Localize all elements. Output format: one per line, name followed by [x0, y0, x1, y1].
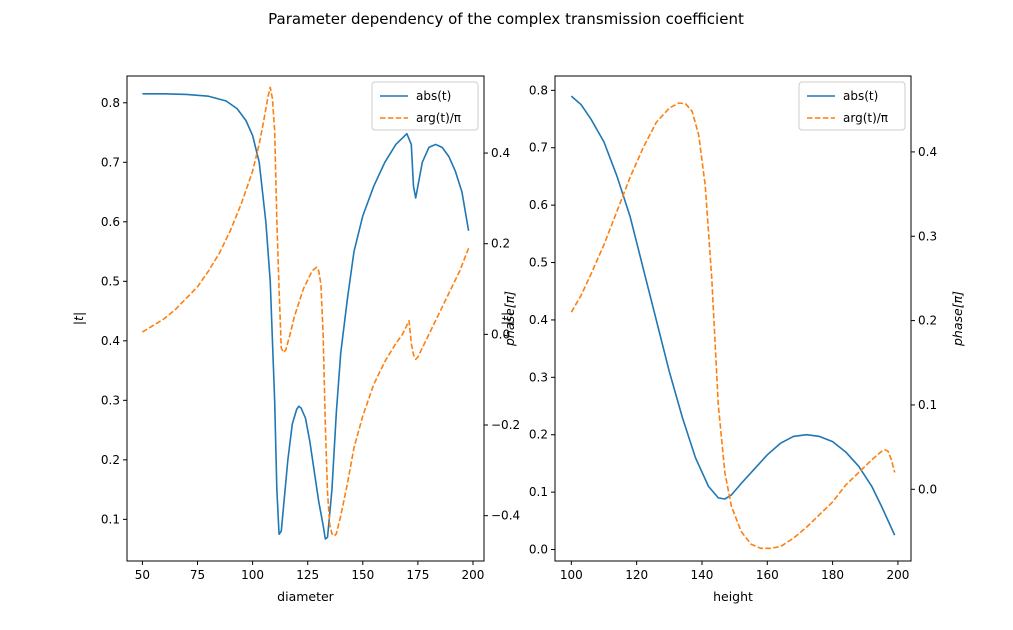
x-tick-label: 160 [756, 568, 779, 582]
x-tick-label: 140 [691, 568, 714, 582]
y-left-tick-label: 0.8 [101, 96, 120, 110]
y-left-tick-label: 0.8 [529, 83, 548, 97]
y-right-axis-label: phase[π] [950, 291, 965, 347]
y-right-tick-label: 0.0 [918, 482, 937, 496]
x-tick-label: 125 [296, 568, 319, 582]
y-right-tick-label: −0.2 [491, 418, 520, 432]
y-left-tick-label: 0.4 [101, 334, 120, 348]
y-right-tick-label: 0.1 [918, 398, 937, 412]
x-tick-label: 200 [886, 568, 909, 582]
y-left-tick-label: 0.4 [529, 313, 548, 327]
y-right-tick-label: 0.0 [491, 327, 510, 341]
y-left-tick-label: 0.6 [101, 215, 120, 229]
y-right-axis-label: phase[π] [502, 291, 517, 347]
y-left-axis-label: |t| [499, 312, 514, 325]
y-right-tick-label: 0.3 [918, 229, 937, 243]
y-right-tick-label: −0.4 [491, 509, 520, 523]
y-left-tick-label: 0.2 [101, 453, 120, 467]
x-tick-label: 175 [406, 568, 429, 582]
series-line-abs [142, 93, 470, 540]
y-right-tick-label: 0.2 [491, 237, 510, 251]
y-left-tick-label: 0.3 [529, 370, 548, 384]
panel-height: 100 120 140 160 180 200 0.0 0.1 0.2 0.3 0.4 0.5 0.6 0… [499, 75, 965, 604]
y-left-tick-label: 0.2 [529, 428, 548, 442]
series-line-abs [570, 95, 896, 536]
x-tick-label: 120 [625, 568, 648, 582]
x-tick-label: 50 [135, 568, 150, 582]
x-axis-label: diameter [277, 589, 335, 604]
y-right-tick-label: 0.4 [491, 146, 510, 160]
y-left-tick-label: 0.3 [101, 393, 120, 407]
y-left-tick-label: 0.1 [529, 485, 548, 499]
y-left-tick-label: 0.5 [529, 256, 548, 270]
y-left-tick-label: 0.1 [101, 512, 120, 526]
y-left-tick-label: 0.0 [529, 543, 548, 557]
legend-label-abs: abs(t) [843, 89, 878, 103]
axes-frame [554, 75, 912, 562]
legend-label-abs: abs(t) [416, 89, 451, 103]
y-left-tick-label: 0.5 [101, 274, 120, 288]
x-tick-label: 100 [560, 568, 583, 582]
axes-frame [126, 75, 485, 562]
x-tick-label: 150 [351, 568, 374, 582]
y-left-tick-label: 0.7 [101, 155, 120, 169]
panel-diameter: 50 75 100 125 150 175 200 0.1 0.2 0.3 0.4 0.5 0.6 0.7… [71, 75, 520, 604]
x-tick-label: 100 [241, 568, 264, 582]
x-tick-label: 180 [821, 568, 844, 582]
legend-label-arg: arg(t)/π [843, 111, 888, 125]
chart-title: Parameter dependency of the complex tran… [268, 10, 744, 28]
y-right-tick-label: 0.2 [918, 314, 937, 328]
x-axis-label: height [713, 589, 753, 604]
x-tick-label: 75 [190, 568, 205, 582]
x-tick-label: 200 [462, 568, 485, 582]
series-line-arg [570, 102, 896, 550]
y-right-tick-label: 0.4 [918, 145, 937, 159]
legend-label-arg: arg(t)/π [416, 111, 461, 125]
y-left-tick-label: 0.7 [529, 141, 548, 155]
y-left-tick-label: 0.6 [529, 198, 548, 212]
series-line-arg [142, 86, 470, 537]
y-left-axis-label: |t| [71, 312, 86, 325]
